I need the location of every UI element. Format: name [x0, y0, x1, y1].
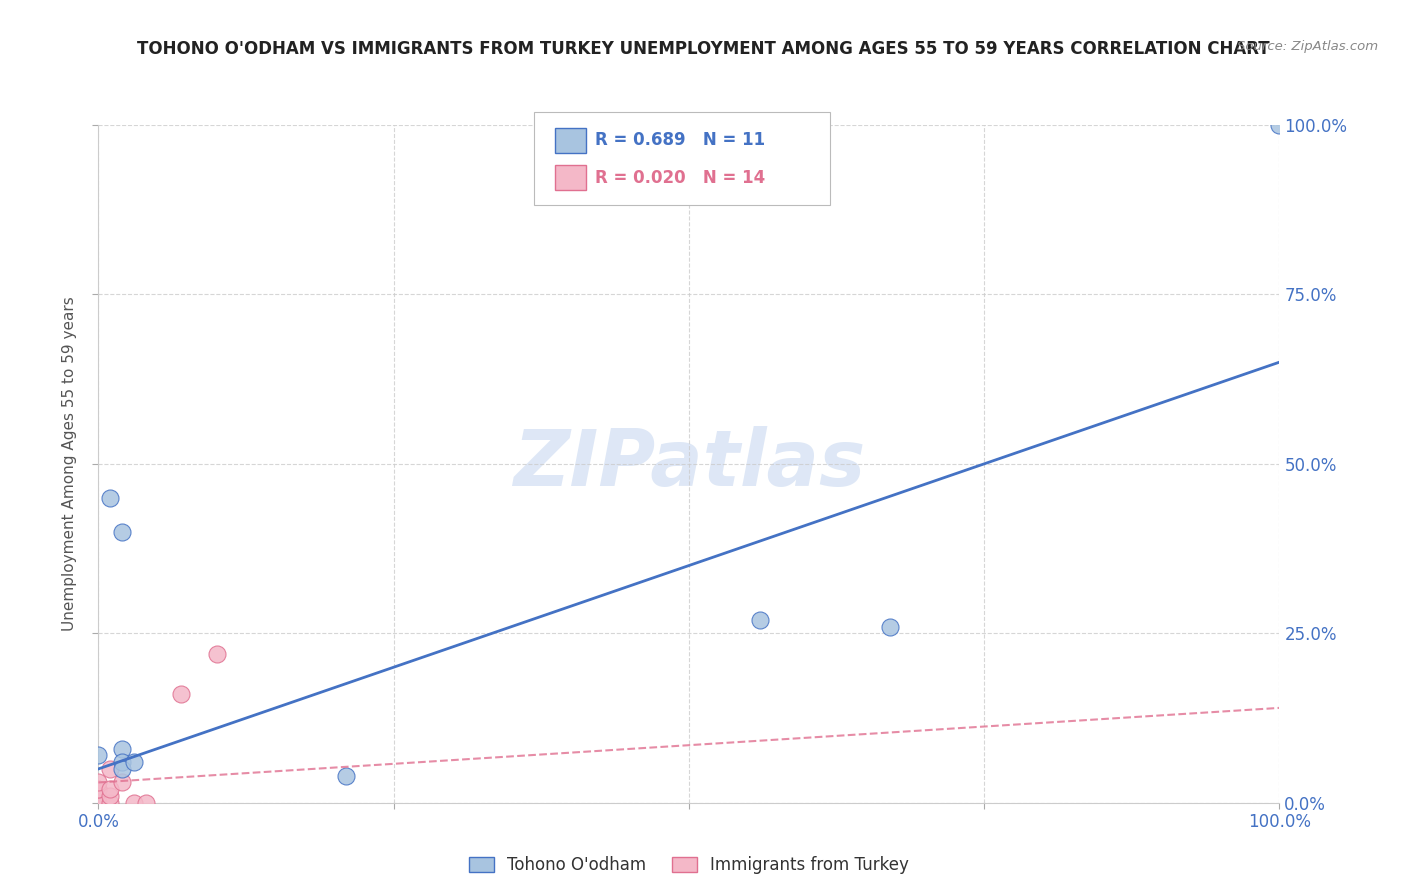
Point — [98, 491, 121, 505]
Text: Source: ZipAtlas.com: Source: ZipAtlas.com — [1237, 40, 1378, 54]
Point — [111, 775, 134, 789]
Point — [122, 755, 145, 769]
Point — [111, 755, 134, 769]
Point — [111, 524, 134, 539]
Point — [205, 647, 228, 661]
Point — [170, 687, 193, 701]
Point — [98, 782, 121, 797]
Text: TOHONO O'ODHAM VS IMMIGRANTS FROM TURKEY UNEMPLOYMENT AMONG AGES 55 TO 59 YEARS : TOHONO O'ODHAM VS IMMIGRANTS FROM TURKEY… — [136, 40, 1270, 58]
Point — [111, 762, 134, 776]
Point — [87, 796, 110, 810]
Point — [879, 619, 901, 633]
Point — [122, 796, 145, 810]
Point — [98, 796, 121, 810]
Text: R = 0.020   N = 14: R = 0.020 N = 14 — [595, 169, 765, 186]
Point — [335, 769, 357, 783]
Point — [111, 741, 134, 756]
Point — [98, 762, 121, 776]
Text: ZIPatlas: ZIPatlas — [513, 425, 865, 502]
Point — [748, 613, 770, 627]
Point — [87, 789, 110, 803]
Point — [87, 748, 110, 763]
Point — [1268, 118, 1291, 132]
Text: R = 0.689   N = 11: R = 0.689 N = 11 — [595, 131, 765, 149]
Point — [87, 775, 110, 789]
Legend: Tohono O'odham, Immigrants from Turkey: Tohono O'odham, Immigrants from Turkey — [463, 849, 915, 880]
Point — [135, 796, 157, 810]
Y-axis label: Unemployment Among Ages 55 to 59 years: Unemployment Among Ages 55 to 59 years — [62, 296, 77, 632]
Point — [98, 789, 121, 803]
Point — [87, 782, 110, 797]
Point — [87, 782, 110, 797]
